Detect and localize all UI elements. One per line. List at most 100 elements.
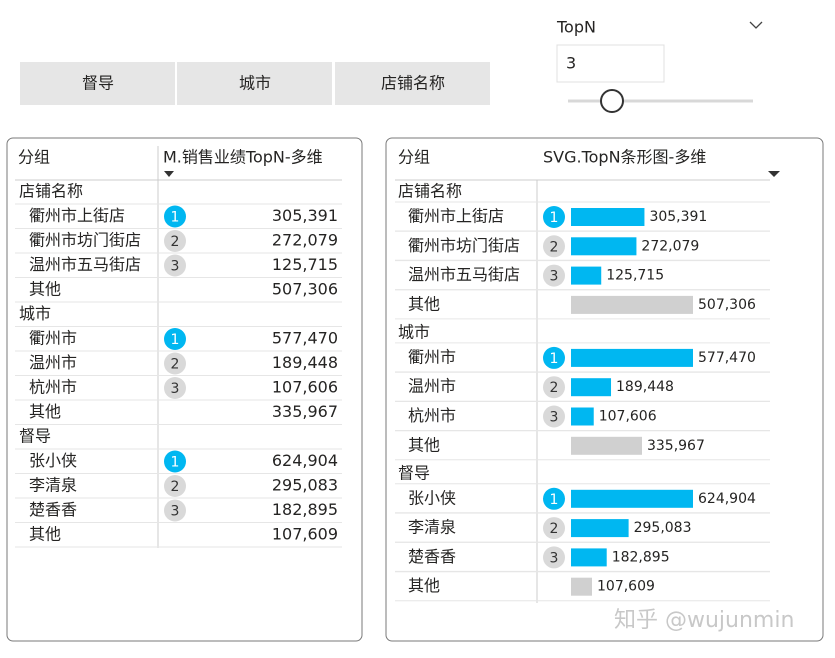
sort-arrow[interactable]: [164, 171, 174, 177]
bar: [571, 519, 629, 538]
row-name: 衢州市坊门街店: [408, 236, 520, 255]
rank-badge: [543, 346, 565, 369]
rank-number: 3: [171, 381, 180, 397]
row-name: 其他: [29, 402, 61, 421]
bar-label: 189,448: [616, 379, 674, 395]
bar-label: 125,715: [606, 268, 664, 284]
bar: [571, 208, 645, 226]
row-value: 125,715: [272, 255, 338, 274]
rank-badge: [164, 450, 186, 473]
rank-number: 3: [171, 504, 180, 520]
row-name: 其他: [408, 435, 440, 454]
row-name: 其他: [29, 525, 61, 544]
slicer-button-label[interactable]: 督导: [82, 74, 114, 93]
row-name: 张小侠: [29, 451, 77, 470]
rank-badge: [543, 206, 565, 228]
bar-label: 335,967: [647, 438, 705, 454]
bar-label: 624,904: [698, 491, 756, 507]
row-name: 衢州市: [408, 347, 456, 366]
bar: [571, 348, 693, 367]
bar: [571, 577, 593, 596]
row-value: 295,083: [272, 476, 338, 495]
row-name: 张小侠: [408, 488, 456, 507]
slider-thumb[interactable]: [600, 89, 624, 113]
rank-badge: [164, 352, 186, 375]
slicer-button[interactable]: [335, 62, 490, 105]
bar-label: 507,306: [698, 297, 756, 313]
rank-number: 2: [550, 239, 559, 255]
rank-number: 3: [550, 269, 559, 285]
rank-number: 1: [550, 492, 559, 508]
row-name: 杭州市: [408, 406, 456, 425]
topn-value[interactable]: 3: [566, 54, 576, 73]
slicer-button[interactable]: [177, 62, 332, 105]
rank-badge: [164, 499, 186, 522]
watermark: 知乎 @wujunmin: [614, 608, 794, 633]
slicer-button[interactable]: [20, 62, 175, 105]
bar-label: 107,609: [597, 579, 655, 595]
rank-badge: [164, 205, 186, 228]
rank-number: 2: [171, 357, 180, 373]
bar: [571, 237, 637, 256]
sort-arrow[interactable]: [768, 171, 780, 177]
rank-badge: [543, 235, 565, 258]
group-name: 督导: [398, 463, 430, 482]
row-name: 楚香香: [408, 547, 456, 566]
rank-badge: [543, 487, 565, 510]
row-value: 507,306: [272, 280, 338, 299]
bar: [571, 436, 642, 455]
rank-number: 1: [171, 332, 180, 348]
right-header: 分组: [398, 148, 430, 167]
rank-number: 1: [550, 210, 559, 226]
left-header: M.销售业绩TopN-多维: [163, 148, 323, 167]
dropdown-chevron[interactable]: [749, 21, 763, 29]
topn-input[interactable]: [556, 44, 665, 83]
row-name: 李清泉: [408, 518, 456, 537]
row-value: 624,904: [272, 451, 338, 470]
rank-number: 2: [550, 521, 559, 537]
rank-number: 1: [550, 351, 559, 367]
bar-label: 182,895: [612, 549, 670, 565]
rank-number: 1: [171, 455, 180, 471]
row-name: 衢州市坊门街店: [29, 231, 141, 250]
rank-badge: [164, 230, 186, 252]
bar: [571, 489, 693, 508]
left-header: 分组: [18, 148, 50, 167]
rank-number: 3: [171, 259, 180, 275]
group-name: 城市: [398, 322, 430, 341]
row-value: 577,470: [272, 329, 338, 348]
bar-label: 107,606: [599, 409, 657, 425]
row-name: 温州市: [29, 353, 77, 372]
rank-badge: [543, 376, 565, 399]
row-value: 335,967: [272, 402, 338, 421]
slicer-button-label[interactable]: 店铺名称: [381, 74, 445, 93]
row-value: 305,391: [272, 206, 338, 225]
row-name: 杭州市: [29, 378, 77, 397]
rank-number: 3: [550, 410, 559, 426]
bar: [571, 295, 693, 314]
group-name: 店铺名称: [398, 182, 462, 201]
row-name: 其他: [408, 294, 440, 313]
rank-badge: [164, 254, 186, 277]
row-name: 楚香香: [29, 500, 77, 519]
row-name: 衢州市上街店: [29, 206, 125, 225]
group-name: 城市: [19, 304, 51, 323]
rank-badge: [543, 546, 565, 569]
row-name: 李清泉: [29, 476, 77, 495]
slicer-button-label[interactable]: 城市: [239, 74, 271, 93]
row-value: 272,079: [272, 231, 338, 250]
rank-badge: [164, 475, 186, 497]
row-value: 189,448: [272, 353, 338, 372]
right-header: SVG.TopN条形图-多维: [543, 148, 706, 167]
bar-label: 577,470: [698, 350, 756, 366]
bar-label: 295,083: [634, 520, 692, 536]
bar: [571, 407, 594, 426]
row-value: 182,895: [272, 500, 338, 519]
row-name: 衢州市上街店: [408, 207, 504, 226]
rank-badge: [543, 264, 565, 287]
row-name: 衢州市: [29, 329, 77, 348]
row-value: 107,606: [272, 378, 338, 397]
row-name: 其他: [408, 576, 440, 595]
rank-number: 2: [171, 234, 180, 250]
